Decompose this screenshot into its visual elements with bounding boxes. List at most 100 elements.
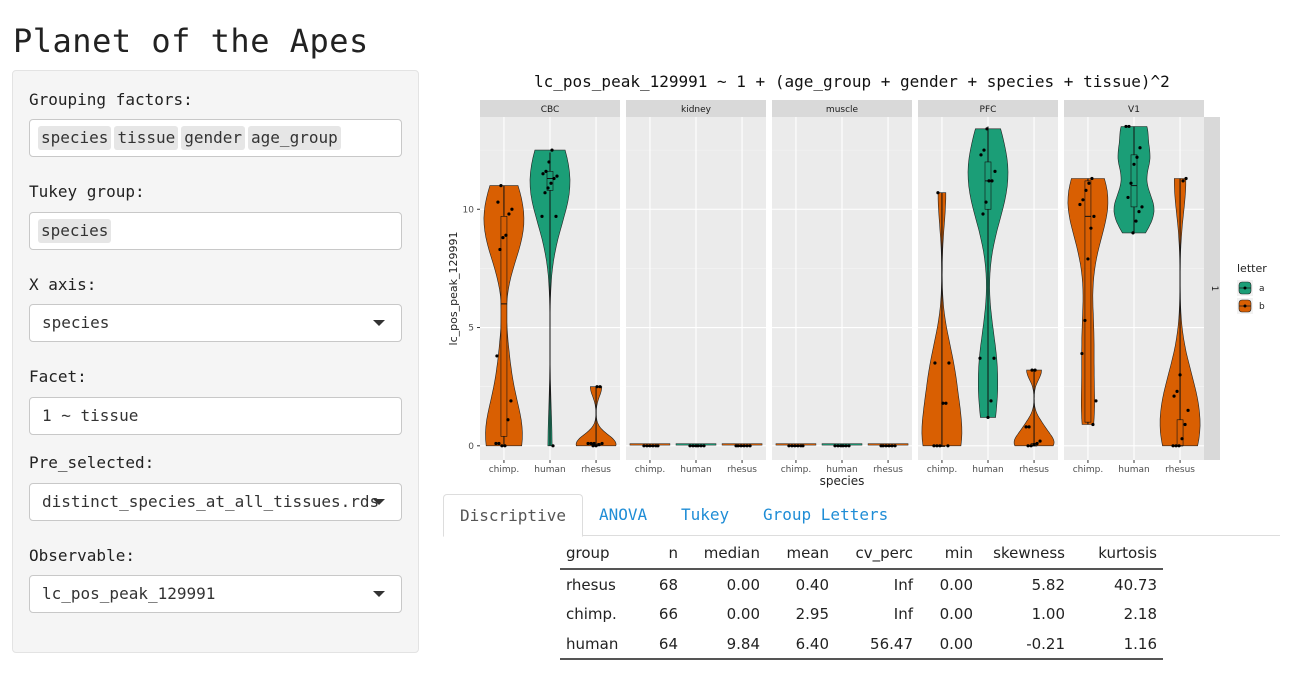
data-point	[494, 441, 498, 446]
tukey-group-label: Tukey group:	[29, 182, 145, 201]
data-point	[597, 443, 601, 447]
data-point	[1029, 444, 1033, 448]
grouping-chip[interactable]: gender	[181, 126, 246, 150]
data-point	[586, 441, 590, 446]
observable-select[interactable]: lc_pos_peak_129991	[29, 575, 402, 613]
data-point	[1174, 444, 1178, 448]
legend-key-dot	[1243, 304, 1247, 308]
facet-strip	[918, 100, 1058, 117]
column-header: n	[638, 537, 684, 570]
tukey-chip[interactable]: species	[38, 219, 112, 243]
facet-strip-label: CBC	[541, 105, 560, 115]
row-strip	[1204, 117, 1220, 460]
data-point	[739, 444, 743, 448]
grouping-chip[interactable]: species	[38, 126, 112, 150]
table-cell: 0.00	[939, 575, 973, 594]
data-point	[510, 207, 514, 211]
data-point	[554, 214, 558, 218]
data-point	[509, 399, 513, 403]
y-tick-label: 0	[468, 442, 474, 452]
data-point	[978, 356, 982, 360]
grouping-chip[interactable]: age_group	[248, 126, 341, 150]
facet-input[interactable]: 1 ~ tissue	[29, 397, 402, 435]
data-point	[1127, 124, 1131, 129]
box-iqr	[984, 161, 992, 210]
data-point	[1090, 176, 1094, 181]
x-tick-label: chimp.	[927, 465, 958, 475]
x-tick-label: rhesus	[727, 465, 757, 475]
data-point	[504, 233, 508, 237]
legend-key-dot	[1243, 286, 1247, 290]
data-point	[887, 444, 891, 448]
table-cell: 66	[658, 605, 678, 623]
pre-selected-select[interactable]: distinct_species_at_all_tissues.rds	[29, 483, 402, 521]
grouping-chip[interactable]: tissue	[114, 126, 179, 150]
data-point	[1175, 389, 1179, 393]
data-point	[1183, 422, 1187, 427]
box-iqr	[1176, 419, 1184, 447]
data-point	[1184, 176, 1188, 181]
x-tick-label: human	[1118, 465, 1149, 475]
tukey-group-input[interactable]: species	[29, 212, 402, 250]
y-tick-label: 10	[463, 205, 475, 215]
result-tabs: Discriptive ANOVA Tukey Group Letters	[443, 494, 1280, 537]
faceted-violin-plot: lc_pos_peak_129991 0 5 10 CBC chimp. human rhes…	[447, 100, 1267, 488]
table-cell: 0.00	[726, 605, 760, 623]
data-point	[651, 444, 655, 448]
tab-anova[interactable]: ANOVA	[599, 505, 648, 524]
table-cell: 0.00	[919, 629, 979, 660]
table-cell: 9.84	[684, 629, 766, 660]
data-point	[799, 444, 803, 448]
data-point	[947, 361, 951, 365]
data-point	[1024, 425, 1028, 429]
tab-group-letters[interactable]: Group Letters	[763, 505, 889, 524]
app-title: Planet of the Apes	[13, 22, 369, 60]
data-point	[1131, 231, 1135, 235]
data-point	[790, 444, 794, 448]
x-axis-select[interactable]: species	[29, 304, 402, 342]
data-point	[549, 181, 553, 185]
column-header: cv_perc	[835, 537, 919, 570]
data-point	[694, 444, 698, 448]
data-point	[1078, 202, 1082, 207]
facet-strip	[772, 100, 912, 117]
data-point	[699, 444, 703, 448]
data-point	[552, 176, 556, 181]
facet-strip-label: V1	[1128, 105, 1140, 115]
column-header: group	[560, 537, 638, 570]
data-point	[941, 401, 945, 405]
data-point	[982, 148, 986, 152]
data-point	[642, 444, 646, 448]
x-tick-label: human	[534, 465, 565, 475]
data-point	[1091, 422, 1095, 427]
facet-strip	[626, 100, 766, 117]
data-point	[654, 444, 658, 448]
tab-tukey[interactable]: Tukey	[681, 505, 730, 524]
table-cell: chimp.	[566, 605, 617, 623]
data-point	[691, 444, 695, 448]
box-iqr	[546, 171, 554, 191]
data-point	[1081, 198, 1085, 202]
tab-discriptive[interactable]: Discriptive	[443, 494, 583, 537]
data-point	[993, 169, 997, 174]
row-strip-label: 1	[1209, 286, 1219, 292]
data-point	[1178, 373, 1182, 377]
x-tick-label: human	[680, 465, 711, 475]
data-point	[1027, 425, 1031, 429]
data-point	[1137, 210, 1141, 214]
data-point	[879, 444, 883, 448]
x-tick-label: human	[972, 465, 1003, 475]
data-point	[990, 179, 994, 183]
table-cell: 1.16	[1071, 629, 1163, 660]
data-point	[984, 200, 988, 204]
data-point	[938, 444, 942, 448]
table-cell: rhesus	[566, 575, 616, 594]
data-point	[547, 160, 551, 164]
legend-entry-label: a	[1259, 284, 1265, 294]
grouping-factors-input[interactable]: species tissue gender age_group	[29, 119, 402, 157]
facet-strip-label: PFC	[980, 105, 997, 115]
data-point	[1140, 205, 1144, 209]
data-point	[981, 212, 985, 216]
table-cell: 68	[658, 575, 678, 594]
data-point	[839, 444, 843, 448]
